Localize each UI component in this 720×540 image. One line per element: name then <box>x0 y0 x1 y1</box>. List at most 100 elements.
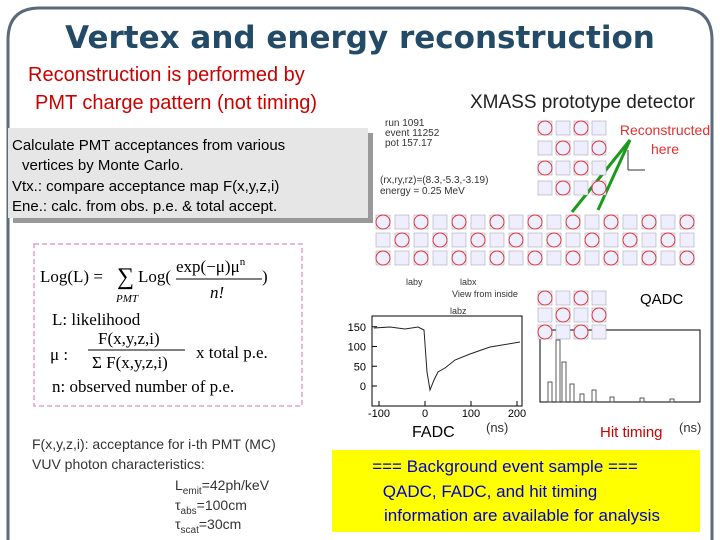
pmt-hit <box>584 232 600 248</box>
value: =100cm <box>197 497 247 513</box>
hist-bar <box>569 383 575 403</box>
slide-frame <box>6 6 714 540</box>
x-tick-label: 200 <box>508 408 526 420</box>
axis-label: labx <box>460 277 477 287</box>
mu-factor: x total p.e. <box>196 343 268 362</box>
hist-bar <box>579 393 585 403</box>
background-text: === Background event sample === <box>372 457 638 476</box>
pmt-box <box>537 307 553 323</box>
pmt-hit <box>591 307 607 323</box>
pmt-box <box>555 160 571 176</box>
pmt-hit <box>555 140 571 156</box>
info-line: run 1091 <box>385 118 425 129</box>
fadc-label: FADC <box>412 424 455 441</box>
symbol: L <box>175 477 183 493</box>
pmt-box <box>537 140 553 156</box>
pmt-box <box>591 160 607 176</box>
annotation: Reconstructed <box>620 122 710 138</box>
pmt-hit <box>413 250 429 266</box>
pmt-box <box>546 214 562 230</box>
pmt-box <box>555 290 571 306</box>
likelihood: L: likelihood <box>52 310 141 329</box>
hist-bar <box>555 339 561 403</box>
pmt-hit <box>603 250 619 266</box>
formula-box <box>33 243 303 407</box>
pmt-box <box>679 232 695 248</box>
sum-subscript: PMT <box>115 293 139 305</box>
pmt-hit <box>413 214 429 230</box>
pmt-box <box>527 232 543 248</box>
log: Log( <box>138 267 171 286</box>
pmt-box <box>573 307 589 323</box>
hist-bar <box>609 396 615 403</box>
pmt-box <box>573 180 589 196</box>
pmt-box <box>537 180 553 196</box>
x-tick-label: -100 <box>368 408 390 420</box>
hist-bar <box>639 397 645 403</box>
sum-sign: ∑ <box>117 264 134 290</box>
x-tick-label: 100 <box>462 408 480 420</box>
pmt-box <box>508 250 524 266</box>
pmt-hit <box>573 120 589 136</box>
pmt-hit <box>537 290 553 306</box>
pmt-box <box>432 250 448 266</box>
pmt-hit <box>537 324 553 340</box>
pmt-box <box>603 232 619 248</box>
axis-label: labz <box>450 306 467 316</box>
pmt-hit <box>375 214 391 230</box>
y-tick-label: 100 <box>348 342 366 354</box>
note-param: τscat=30cm <box>175 516 241 536</box>
pmt-box <box>660 250 676 266</box>
arrow <box>570 139 632 213</box>
method-text: Calculate PMT acceptances from various <box>12 137 285 154</box>
pmt-hit <box>573 324 589 340</box>
hit-timing-frame <box>539 329 701 403</box>
arrow <box>596 139 632 211</box>
pmt-hit <box>394 232 410 248</box>
pmt-box <box>591 290 607 306</box>
pmt-box <box>555 120 571 136</box>
event-info: run 1091 event 11252 pot 157.17 (rx,ry,r… <box>380 118 488 197</box>
unit: (ns) <box>486 420 508 435</box>
hist-bar <box>591 389 597 403</box>
note-line: VUV photon characteristics: <box>32 456 205 472</box>
subtitle: Reconstruction is performed by <box>28 64 305 86</box>
numerator: exp(−μ)μn <box>176 256 246 276</box>
note-param: τabs=100cm <box>175 497 247 517</box>
pmt-hit <box>451 214 467 230</box>
x-tick-label: 0 <box>422 408 428 420</box>
pmt-hit <box>432 232 448 248</box>
pmt-hit <box>641 250 657 266</box>
pmt-box <box>622 250 638 266</box>
background-box <box>332 450 700 532</box>
pmt-box <box>584 214 600 230</box>
value: =30cm <box>199 516 241 532</box>
waveform <box>373 326 521 392</box>
method-text: vertices by Monte Carlo. <box>22 157 184 174</box>
hist-bar <box>669 398 675 403</box>
symbol: τ <box>175 497 181 513</box>
pmt-hit <box>660 232 676 248</box>
y-tick-label: 0 <box>360 381 366 393</box>
info-line: energy = 0.25 MeV <box>380 186 465 197</box>
pmt-hit <box>573 290 589 306</box>
pmt-box <box>584 250 600 266</box>
pmt-hit <box>527 214 543 230</box>
mu-numerator: F(x,y,z,i) <box>98 329 160 348</box>
hist-bar <box>547 381 553 403</box>
method-text: Ene.: calc. from obs. p.e. & total accep… <box>12 198 277 215</box>
pmt-hit <box>489 214 505 230</box>
pmt-hit <box>375 250 391 266</box>
pmt-hit <box>470 232 486 248</box>
value: =42ph/keV <box>202 477 270 493</box>
pmt-box <box>641 232 657 248</box>
pmt-box <box>555 324 571 340</box>
axis-label: laby <box>406 277 423 287</box>
pmt-hit <box>591 180 607 196</box>
pmt-hit <box>508 232 524 248</box>
subscript: scat <box>181 525 200 536</box>
note-line: F(x,y,z,i): acceptance for i-th PMT (MC) <box>32 436 276 452</box>
symbol: τ <box>175 516 181 532</box>
fadc-frame <box>371 315 523 407</box>
hist-bar <box>561 361 567 403</box>
